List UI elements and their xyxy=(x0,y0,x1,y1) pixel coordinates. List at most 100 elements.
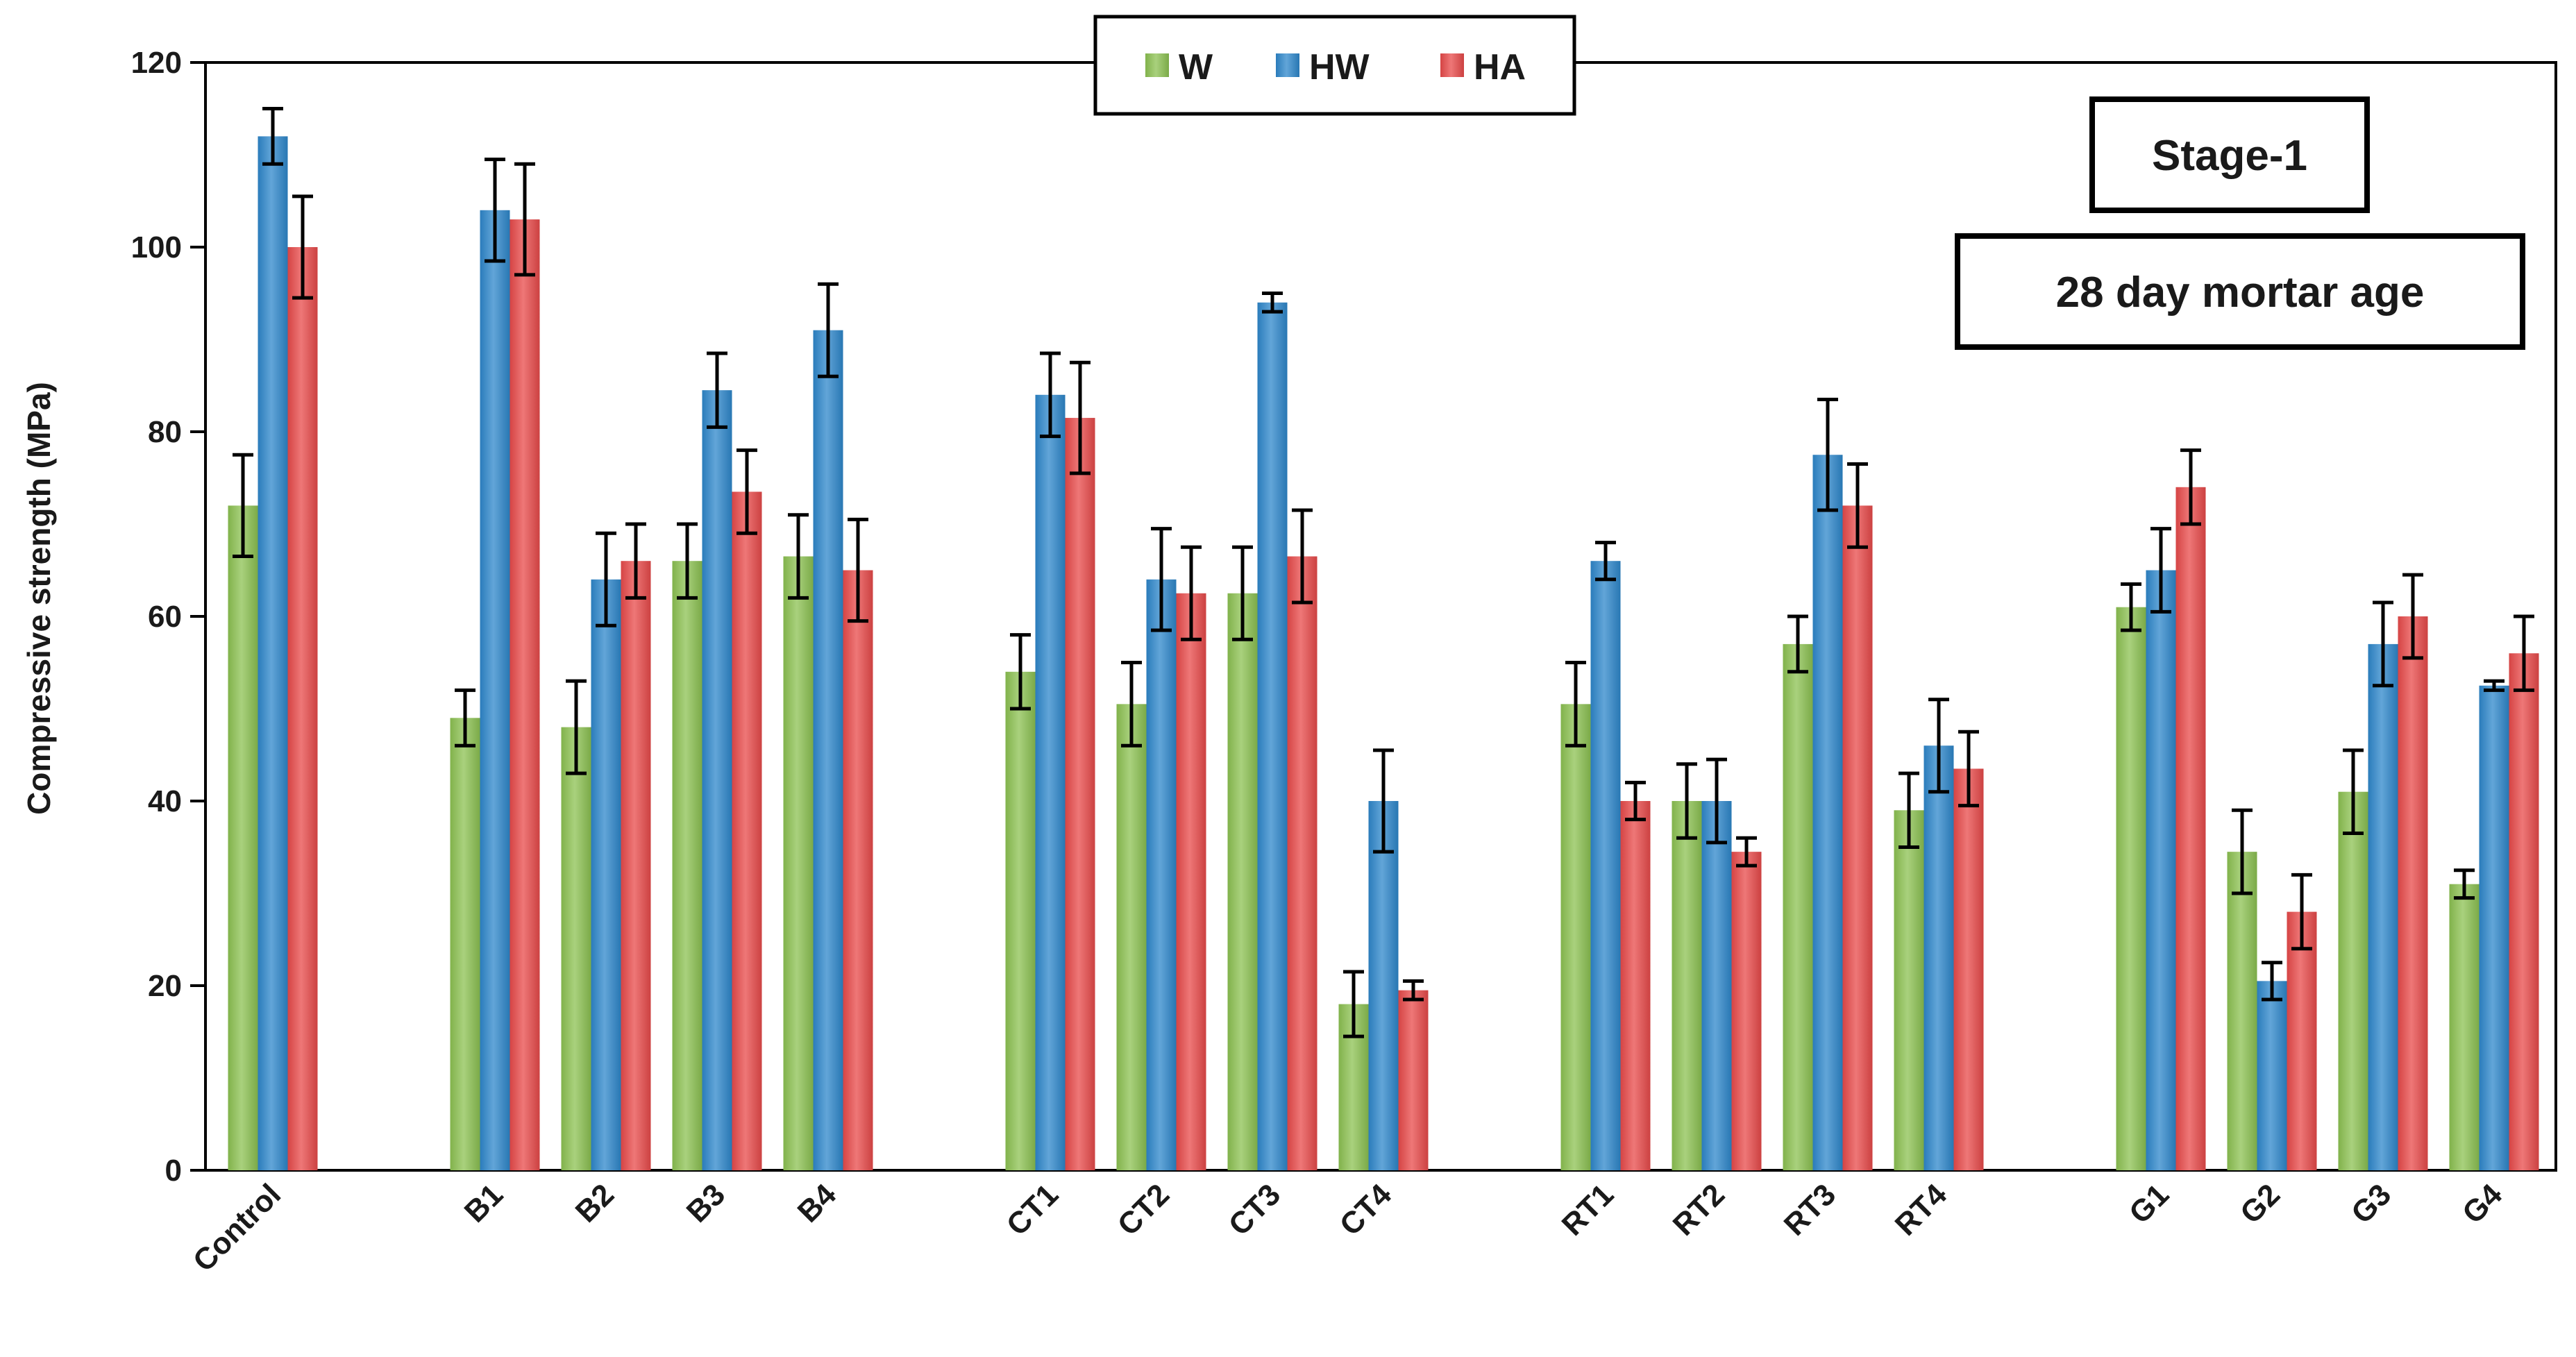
error-bar-ha-g3 xyxy=(2402,573,2423,660)
error-bar-w-b2 xyxy=(566,679,587,775)
bar-ha-ct2 xyxy=(1176,593,1206,1170)
error-bar-hw-rt3 xyxy=(1817,397,1838,512)
bar-w-g1 xyxy=(2116,607,2146,1170)
error-bar-ha-g2 xyxy=(2291,873,2312,951)
bar-hw-rt2 xyxy=(1701,801,1732,1170)
x-tick-label: G2 xyxy=(2234,1177,2287,1230)
error-bar-ha-b1 xyxy=(514,162,535,277)
legend: W HW HA xyxy=(1093,15,1576,116)
bar-w-b4 xyxy=(783,556,814,1170)
error-bar-w-ct1 xyxy=(1010,633,1031,711)
error-bar-hw-b4 xyxy=(818,282,839,378)
bar-ha-b2 xyxy=(621,561,651,1170)
error-bar-ha-control xyxy=(292,194,313,300)
legend-item-w: W xyxy=(1145,47,1213,87)
error-bars xyxy=(233,107,2534,1038)
error-bar-hw-b1 xyxy=(485,158,505,263)
bar-hw-b3 xyxy=(702,390,732,1170)
error-bar-ha-g1 xyxy=(2180,448,2201,526)
bar-ha-g4 xyxy=(2509,653,2539,1170)
bar-w-ct1 xyxy=(1005,671,1036,1170)
error-bar-w-b1 xyxy=(455,688,475,748)
bar-hw-ct4 xyxy=(1368,801,1399,1170)
bar-ha-b4 xyxy=(843,570,873,1170)
error-bar-w-ct4 xyxy=(1343,970,1364,1038)
error-bar-hw-ct3 xyxy=(1262,292,1283,314)
error-bar-ha-rt3 xyxy=(1847,462,1868,549)
legend-label: W xyxy=(1179,47,1213,87)
error-bar-w-b3 xyxy=(677,522,698,600)
bar-ha-b1 xyxy=(510,219,540,1171)
x-tick-label: Control xyxy=(187,1177,287,1278)
stage-annotation: Stage-1 xyxy=(2089,96,2370,213)
y-tick-label: 80 xyxy=(148,415,182,449)
x-tick-label: G3 xyxy=(2345,1177,2398,1230)
bar-ha-control xyxy=(287,247,318,1170)
bar-hw-rt1 xyxy=(1590,561,1621,1170)
bar-hw-ct1 xyxy=(1035,394,1066,1170)
error-bar-hw-rt4 xyxy=(1928,698,1949,794)
x-tick-label: CT1 xyxy=(1000,1177,1065,1242)
x-tick-label: B1 xyxy=(458,1177,510,1229)
x-tick-label: G1 xyxy=(2123,1177,2175,1230)
error-bar-hw-g3 xyxy=(2373,600,2393,688)
error-bar-ha-ct4 xyxy=(1403,979,1424,1002)
x-tick-label: B4 xyxy=(791,1177,843,1229)
error-bar-ha-rt1 xyxy=(1625,780,1646,822)
error-bar-w-g1 xyxy=(2121,582,2141,632)
error-bar-hw-b2 xyxy=(596,531,616,627)
bar-w-g2 xyxy=(2227,852,2257,1170)
legend-label: HA xyxy=(1474,47,1526,87)
error-bar-w-rt4 xyxy=(1899,771,1919,849)
bar-hw-ct2 xyxy=(1146,579,1177,1170)
bar-w-g4 xyxy=(2449,884,2480,1170)
x-tick-label: G4 xyxy=(2456,1177,2509,1231)
error-bar-hw-control xyxy=(262,107,283,166)
y-tick-label: 0 xyxy=(165,1154,182,1188)
error-bar-ha-ct2 xyxy=(1181,545,1202,641)
bar-hw-b1 xyxy=(480,210,510,1170)
bar-w-control xyxy=(228,505,258,1170)
error-bar-hw-b3 xyxy=(707,351,727,429)
bar-hw-b2 xyxy=(591,579,621,1170)
bar-w-rt3 xyxy=(1783,643,1813,1170)
y-axis: 0 20 40 60 80 100 120 xyxy=(131,46,205,1188)
error-bar-ha-b4 xyxy=(848,517,868,623)
bar-w-rt2 xyxy=(1672,801,1702,1170)
bar-hw-ct3 xyxy=(1257,302,1288,1170)
error-bar-w-g2 xyxy=(2232,808,2253,895)
legend-label: HW xyxy=(1309,47,1370,87)
legend-swatch xyxy=(1440,53,1464,77)
bar-ha-rt4 xyxy=(1953,768,1984,1170)
error-bar-ha-g4 xyxy=(2514,614,2534,692)
bar-ha-rt3 xyxy=(1842,505,1873,1170)
error-bar-ha-rt4 xyxy=(1958,730,1979,808)
legend-item-ha: HA xyxy=(1440,47,1526,87)
bar-ha-ct1 xyxy=(1065,418,1095,1170)
x-tick-label: B3 xyxy=(680,1177,732,1229)
bar-hw-g1 xyxy=(2146,570,2176,1170)
y-axis-label: Compressive strength (MPa) xyxy=(21,382,57,815)
y-tick-label: 120 xyxy=(131,46,182,80)
y-tick-label: 20 xyxy=(148,969,182,1003)
error-bar-w-control xyxy=(233,453,253,559)
x-tick-label: RT2 xyxy=(1667,1177,1731,1242)
legend-swatch xyxy=(1145,53,1169,77)
error-bar-w-rt3 xyxy=(1787,614,1808,674)
error-bar-hw-rt2 xyxy=(1706,757,1727,845)
error-bar-hw-g2 xyxy=(2262,961,2282,1002)
bar-ha-g2 xyxy=(2287,911,2317,1170)
bar-hw-control xyxy=(258,136,288,1170)
error-bar-ha-rt2 xyxy=(1736,836,1757,868)
bar-hw-b4 xyxy=(813,330,843,1171)
error-bar-ha-b2 xyxy=(625,522,646,600)
error-bar-ha-ct3 xyxy=(1292,508,1313,605)
error-bar-hw-ct4 xyxy=(1373,748,1394,854)
bar-ha-rt2 xyxy=(1731,852,1762,1170)
x-tick-label: RT3 xyxy=(1778,1177,1842,1242)
error-bar-ha-b3 xyxy=(736,448,757,535)
bars xyxy=(228,136,2539,1171)
error-bar-w-ct2 xyxy=(1121,661,1142,748)
bar-hw-g3 xyxy=(2368,643,2398,1170)
